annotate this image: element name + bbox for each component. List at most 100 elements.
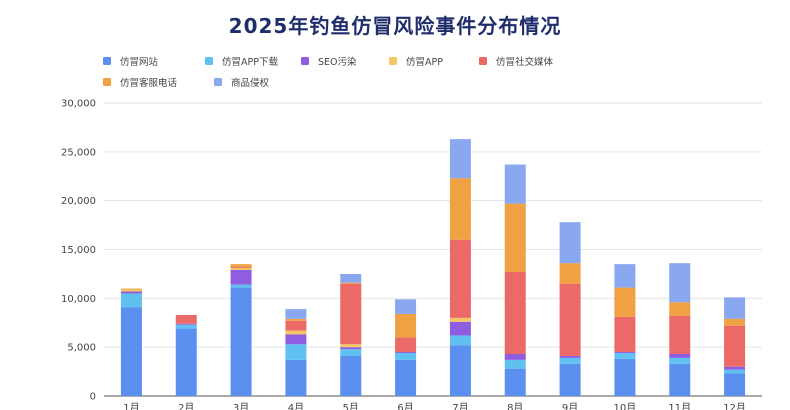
x-tick-label: 12月 xyxy=(723,402,746,410)
legend-item-seo-pollution: SEO污染 xyxy=(301,54,357,68)
legend-item-fake-website: 仿冒网站 xyxy=(103,54,158,68)
bar-segment xyxy=(395,313,417,338)
bar-segment xyxy=(120,291,142,294)
legend-item-fake-social-media: 仿冒社交媒体 xyxy=(479,54,553,68)
bar-segment xyxy=(724,297,746,319)
bar-segment xyxy=(614,358,636,396)
x-tick-label: 3月 xyxy=(233,402,249,410)
bar-segment xyxy=(724,369,746,374)
bar-segment xyxy=(669,315,691,355)
bar-segment xyxy=(449,345,471,396)
bar-segment xyxy=(395,352,417,354)
bar-segment xyxy=(504,354,526,360)
x-tick-label: 4月 xyxy=(288,402,304,410)
bar-segment xyxy=(230,270,252,285)
bar-segment xyxy=(395,353,417,360)
x-tick-label: 1月 xyxy=(123,402,139,410)
bar-segment xyxy=(120,307,142,396)
bar-segment xyxy=(449,317,471,322)
bar-segment xyxy=(285,330,307,335)
bar-segment xyxy=(559,222,581,264)
bar-segment xyxy=(724,366,746,370)
bar-segment xyxy=(669,354,691,358)
y-tick-label: 0 xyxy=(90,392,96,403)
bar-segment xyxy=(395,337,417,353)
bar-segment xyxy=(395,299,417,314)
legend-swatch xyxy=(205,57,213,65)
bar-segment xyxy=(285,359,307,396)
y-tick-label: 25,000 xyxy=(61,147,96,158)
legend-label: 仿冒客服电话 xyxy=(120,78,178,89)
x-tick-label: 8月 xyxy=(507,402,523,410)
bar-segment xyxy=(449,239,471,318)
bar-segment xyxy=(340,282,362,284)
y-axis-labels: 0 5,000 10,000 15,000 20,000 25,000 30,000 xyxy=(61,99,96,403)
bar-segment xyxy=(449,139,471,179)
y-tick-label: 15,000 xyxy=(61,245,96,256)
bar-segment xyxy=(614,287,636,317)
x-tick-label: 10月 xyxy=(614,402,637,410)
bar-segment xyxy=(120,289,142,292)
bar-segment xyxy=(669,363,691,396)
legend-item-fake-app-download: 仿冒APP下载 xyxy=(205,54,278,68)
bar-segment xyxy=(669,357,691,364)
grid-lines xyxy=(104,102,762,397)
bar-segment xyxy=(285,344,307,360)
bar-segment xyxy=(175,314,197,324)
legend-item-fake-app: 仿冒APP xyxy=(389,54,443,68)
y-tick-label: 10,000 xyxy=(61,294,96,305)
y-tick-label: 30,000 xyxy=(61,99,96,110)
bar-segment xyxy=(724,325,746,367)
bar-segment xyxy=(230,264,252,268)
bar-segment xyxy=(175,328,197,396)
bar-segment xyxy=(120,288,142,290)
bar-segment xyxy=(230,287,252,396)
bar-segment xyxy=(504,359,526,369)
x-tick-label: 9月 xyxy=(562,402,578,410)
bar-segment xyxy=(285,334,307,345)
bar-segment xyxy=(230,268,252,271)
legend-label: 仿冒APP下载 xyxy=(222,57,278,68)
legend-label: SEO污染 xyxy=(318,57,357,68)
legend-swatch xyxy=(214,78,222,86)
x-axis-labels: 1月 2月 3月 4月 5月 6月 7月 8月 9月 10月 11月 12月 xyxy=(123,402,746,410)
bar-segment xyxy=(614,316,636,353)
bar-segment xyxy=(340,355,362,396)
bar-segment xyxy=(230,284,252,288)
bar-segment xyxy=(504,164,526,204)
legend-label: 仿冒社交媒体 xyxy=(496,57,554,68)
bar-segment xyxy=(614,353,636,359)
y-tick-label: 20,000 xyxy=(61,196,96,207)
bar-segment xyxy=(559,263,581,284)
chart-title: 2025年钓鱼仿冒风险事件分布情况 xyxy=(228,14,562,38)
bar-segment xyxy=(175,323,197,325)
x-tick-label: 5月 xyxy=(343,402,359,410)
bar-segment xyxy=(669,263,691,303)
bar-segment xyxy=(614,352,636,354)
bars xyxy=(120,139,746,396)
legend-swatch xyxy=(479,57,487,65)
bar-segment xyxy=(559,283,581,356)
legend-swatch xyxy=(103,57,111,65)
x-tick-label: 2月 xyxy=(178,402,194,410)
bar-segment xyxy=(340,273,362,283)
bar-segment xyxy=(449,335,471,346)
bar-segment xyxy=(230,267,252,269)
bar-segment xyxy=(340,283,362,345)
bar-segment xyxy=(285,318,307,321)
bar-segment xyxy=(449,178,471,240)
legend-swatch xyxy=(103,78,111,86)
legend-item-fake-service-phone: 仿冒客服电话 xyxy=(103,75,177,89)
bar-segment xyxy=(669,302,691,316)
bar-segment xyxy=(340,344,362,348)
bar-segment xyxy=(504,368,526,396)
bar-segment xyxy=(724,318,746,326)
legend-label: 仿冒网站 xyxy=(120,57,159,68)
legend-swatch xyxy=(389,57,397,65)
x-tick-label: 7月 xyxy=(452,402,468,410)
bar-segment xyxy=(504,203,526,272)
bar-segment xyxy=(285,320,307,331)
legend-label: 仿冒APP xyxy=(406,57,443,68)
